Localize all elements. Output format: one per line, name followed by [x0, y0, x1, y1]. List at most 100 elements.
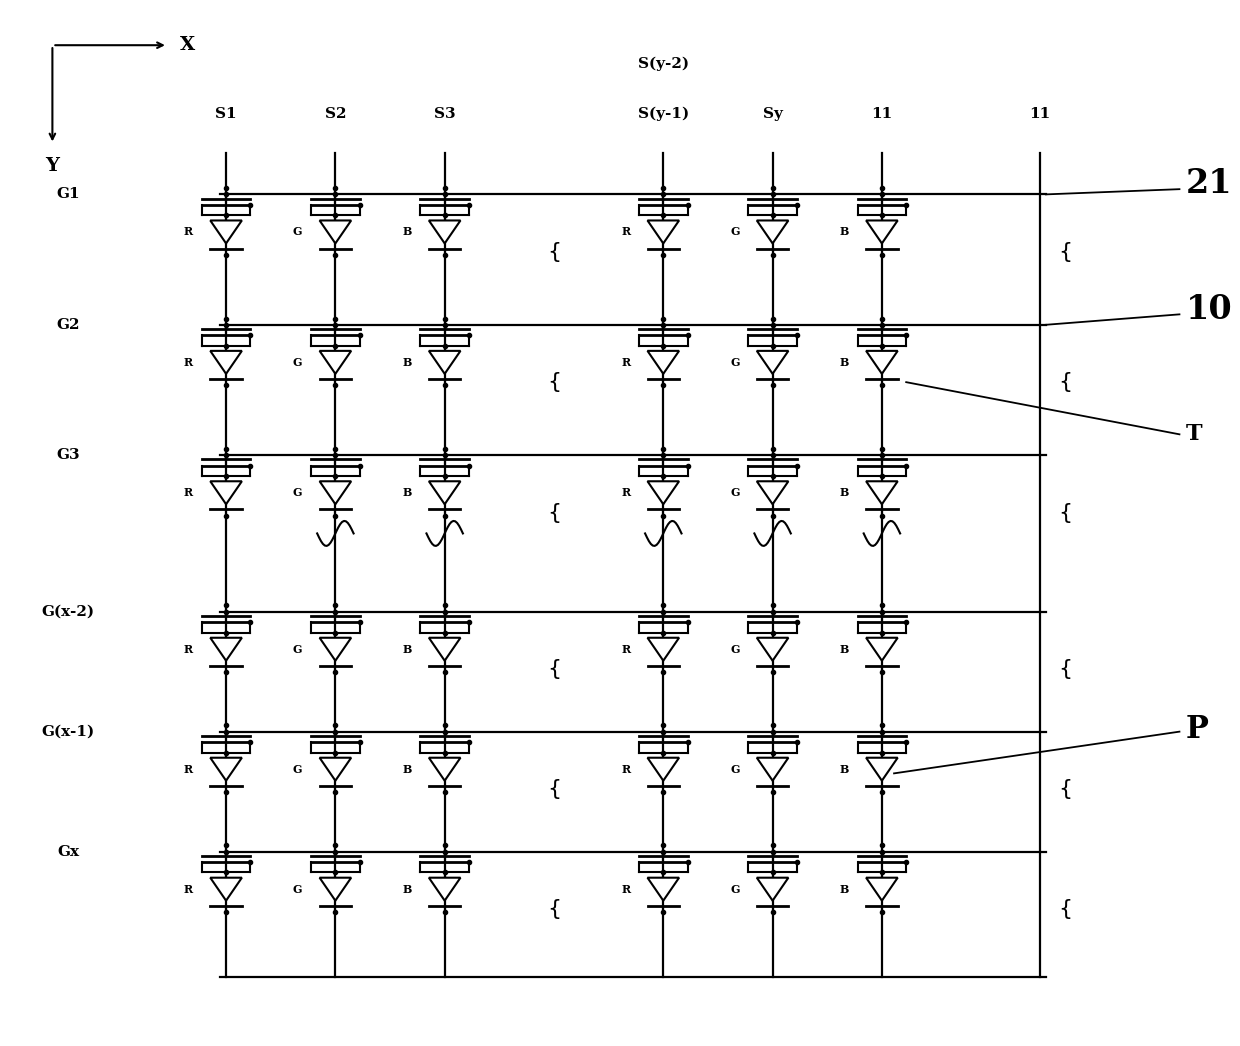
Text: R: R — [621, 226, 630, 237]
Text: B: B — [839, 226, 849, 237]
Text: G: G — [730, 643, 740, 655]
Text: Gx: Gx — [57, 844, 79, 859]
Polygon shape — [429, 638, 460, 661]
Text: G: G — [293, 643, 303, 655]
Text: G: G — [293, 764, 303, 775]
Text: Y: Y — [46, 157, 60, 175]
Text: G: G — [293, 357, 303, 368]
Text: {: { — [547, 502, 560, 523]
Text: G3: G3 — [56, 448, 81, 462]
Text: X: X — [180, 37, 195, 54]
Polygon shape — [211, 757, 242, 780]
Text: G: G — [730, 357, 740, 368]
Text: B: B — [839, 884, 849, 894]
Text: B: B — [402, 643, 412, 655]
Text: {: { — [1058, 899, 1073, 919]
Polygon shape — [756, 878, 789, 901]
Text: T: T — [1185, 424, 1202, 446]
Text: B: B — [402, 357, 412, 368]
Text: P: P — [1185, 714, 1209, 745]
Text: R: R — [621, 643, 630, 655]
Text: B: B — [839, 643, 849, 655]
Text: {: { — [547, 899, 560, 919]
Polygon shape — [866, 350, 898, 373]
Text: {: { — [1058, 502, 1073, 523]
Text: G2: G2 — [57, 318, 79, 332]
Text: R: R — [621, 487, 630, 498]
Polygon shape — [211, 638, 242, 661]
Text: R: R — [184, 357, 193, 368]
Text: B: B — [402, 764, 412, 775]
Text: {: { — [547, 659, 560, 679]
Polygon shape — [320, 350, 351, 373]
Text: G: G — [293, 226, 303, 237]
Text: S(y-1): S(y-1) — [637, 107, 689, 121]
Polygon shape — [320, 221, 351, 244]
Text: G: G — [730, 487, 740, 498]
Polygon shape — [211, 481, 242, 504]
Text: S3: S3 — [434, 107, 455, 121]
Text: Sy: Sy — [763, 107, 782, 121]
Polygon shape — [647, 221, 680, 244]
Polygon shape — [647, 878, 680, 901]
Polygon shape — [866, 481, 898, 504]
Text: B: B — [839, 764, 849, 775]
Polygon shape — [211, 350, 242, 373]
Polygon shape — [211, 221, 242, 244]
Text: G1: G1 — [56, 187, 81, 202]
Text: {: { — [1058, 659, 1073, 679]
Text: R: R — [621, 764, 630, 775]
Text: {: { — [1058, 372, 1073, 392]
Text: B: B — [402, 884, 412, 894]
Polygon shape — [647, 638, 680, 661]
Text: R: R — [184, 884, 193, 894]
Polygon shape — [320, 878, 351, 901]
Text: S(y-2): S(y-2) — [637, 56, 689, 71]
Text: R: R — [184, 643, 193, 655]
Text: R: R — [184, 487, 193, 498]
Text: R: R — [184, 226, 193, 237]
Text: {: { — [1058, 779, 1073, 799]
Text: B: B — [402, 226, 412, 237]
Text: {: { — [1058, 242, 1073, 262]
Polygon shape — [320, 638, 351, 661]
Text: G: G — [730, 764, 740, 775]
Polygon shape — [866, 638, 898, 661]
Text: B: B — [402, 487, 412, 498]
Text: {: { — [547, 372, 560, 392]
Polygon shape — [756, 757, 789, 780]
Polygon shape — [866, 878, 898, 901]
Text: G: G — [293, 487, 303, 498]
Text: 11: 11 — [1029, 107, 1050, 121]
Polygon shape — [320, 757, 351, 780]
Polygon shape — [211, 878, 242, 901]
Polygon shape — [756, 221, 789, 244]
Text: R: R — [621, 357, 630, 368]
Polygon shape — [647, 481, 680, 504]
Text: S1: S1 — [216, 107, 237, 121]
Polygon shape — [429, 350, 460, 373]
Polygon shape — [429, 481, 460, 504]
Polygon shape — [429, 878, 460, 901]
Text: G(x-2): G(x-2) — [42, 605, 94, 618]
Polygon shape — [429, 221, 460, 244]
Text: S2: S2 — [325, 107, 346, 121]
Polygon shape — [756, 638, 789, 661]
Text: G: G — [730, 226, 740, 237]
Text: R: R — [621, 884, 630, 894]
Text: R: R — [184, 764, 193, 775]
Text: 11: 11 — [872, 107, 893, 121]
Text: 21: 21 — [1185, 167, 1233, 201]
Text: {: { — [547, 779, 560, 799]
Text: 10: 10 — [1185, 293, 1233, 325]
Text: B: B — [839, 487, 849, 498]
Text: G: G — [293, 884, 303, 894]
Polygon shape — [429, 757, 460, 780]
Text: G(x-1): G(x-1) — [42, 725, 94, 738]
Polygon shape — [647, 757, 680, 780]
Text: G: G — [730, 884, 740, 894]
Polygon shape — [866, 757, 898, 780]
Polygon shape — [647, 350, 680, 373]
Polygon shape — [756, 481, 789, 504]
Text: {: { — [547, 242, 560, 262]
